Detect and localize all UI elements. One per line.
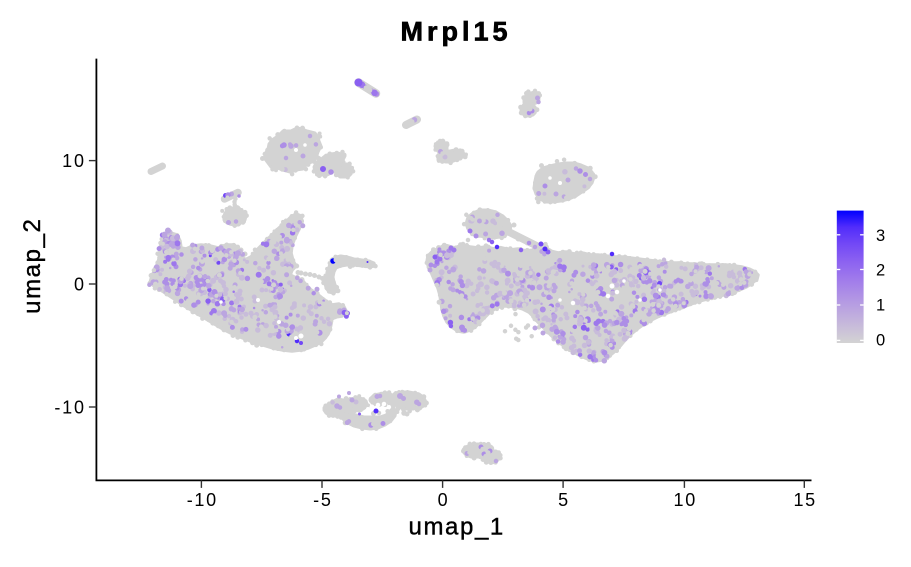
- svg-text:Mrpl15: Mrpl15: [400, 17, 511, 47]
- svg-text:0: 0: [74, 274, 86, 294]
- svg-text:-10: -10: [187, 490, 218, 510]
- svg-text:umap_2: umap_2: [19, 218, 46, 314]
- svg-text:-5: -5: [313, 490, 332, 510]
- svg-text:-10: -10: [54, 397, 85, 417]
- svg-text:umap_1: umap_1: [409, 514, 505, 541]
- svg-text:0: 0: [438, 490, 450, 510]
- svg-text:10: 10: [62, 151, 86, 171]
- svg-text:5: 5: [558, 490, 570, 510]
- svg-text:1: 1: [876, 297, 885, 315]
- svg-text:2: 2: [876, 262, 885, 280]
- svg-text:0: 0: [876, 331, 885, 349]
- svg-text:3: 3: [876, 227, 885, 245]
- svg-text:15: 15: [793, 490, 816, 510]
- svg-text:10: 10: [674, 490, 697, 510]
